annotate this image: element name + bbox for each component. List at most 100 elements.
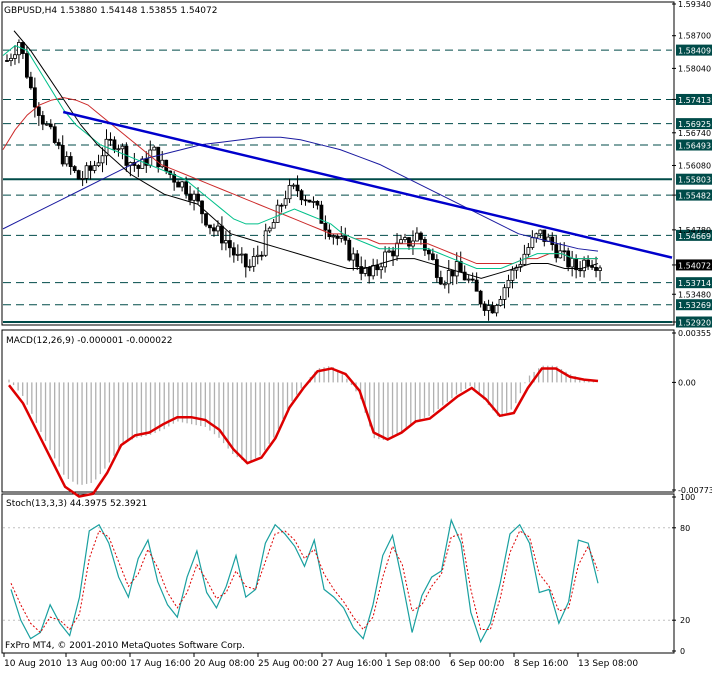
bull-candle [64,156,69,165]
bear-candle [562,250,567,253]
price-pane-border [1,1,675,326]
bear-candle [136,165,141,169]
bear-candle [196,193,200,202]
stoch-indicator: 100 80 20 0 [3,493,695,656]
level-label: 1.57413 [678,96,711,105]
bull-candle [498,299,503,306]
bull-candle [494,304,499,314]
bull-candle [331,235,336,238]
time-tick-label: 1 Sep 08:00 [386,659,441,669]
bull-candle [502,287,507,300]
bear-candle [32,87,37,108]
time-tick-label: 27 Aug 16:00 [322,659,383,669]
bull-candle [510,269,515,281]
bull-candle [9,57,13,62]
bear-candle [319,204,324,224]
bear-candle [72,166,77,172]
bear-candle [156,146,161,168]
bull-candle [454,261,459,277]
bear-candle [112,139,117,150]
stoch-pane-border [1,493,675,654]
stoch-tick-label: 20 [680,616,690,625]
bull-candle [267,227,272,232]
bull-candle [92,165,97,171]
bear-candle [367,266,372,277]
time-tick-label: 13 Sep 08:00 [578,659,638,669]
bear-candle [430,253,435,260]
macd-indicator: 0.00355 0.00 -0.00773 [8,329,712,498]
time-tick-label: 8 Sep 16:00 [514,659,569,669]
stoch-tick-label: 100 [680,493,695,502]
bull-candle [570,258,575,268]
bull-candle [598,267,602,271]
bear-candle [295,184,300,192]
bear-candle [478,290,483,305]
bear-candle [482,303,487,311]
level-label-box [676,118,712,130]
current-price-label: 1.54072 [678,261,711,270]
level-label-box [676,173,712,185]
level-label-box [676,277,712,289]
bear-candle [307,199,312,203]
bear-candle [188,193,192,201]
stoch-signal-line [10,530,599,634]
bull-candle [530,237,535,248]
bull-candle [223,240,228,244]
bull-candle [247,265,252,268]
moving-averages [2,30,599,279]
bear-candle [426,249,431,255]
level-label-box [676,189,712,201]
bear-candle [184,181,189,195]
price-tick-label: 1.56080 [678,161,711,170]
bull-candle [582,259,586,272]
bear-candle [594,266,598,271]
macd-tick-label: 0.00 [678,378,696,387]
macd-tick-label: 0.00355 [678,329,711,338]
time-tick-label: 13 Aug 00:00 [66,659,127,669]
ma-mid-line [2,97,598,265]
level-label: 1.54669 [678,232,711,241]
price-axis: 1.59340 1.58700 1.58040 1.56740 1.56080 1.547… [672,0,712,323]
bear-candle [299,190,304,201]
bear-candle [76,170,81,180]
bear-candle [108,138,113,141]
bear-candle [164,159,169,172]
bear-candle [5,60,9,62]
bear-candle [243,253,248,268]
bull-candle [140,158,145,169]
bull-candle [379,266,384,271]
bear-candle [40,115,45,125]
level-label-box [676,316,712,328]
trendline[interactable] [62,110,673,259]
level-label-box [676,139,712,151]
time-tick-label: 10 Aug 2010 [4,659,62,669]
level-label: 1.55482 [678,192,711,201]
bull-candle [395,242,399,257]
bull-candle [446,270,451,285]
bear-candle [438,277,443,285]
bear-candle [391,250,395,257]
bull-candle [255,254,260,257]
bull-candle [263,230,268,256]
level-label: 1.55803 [678,176,711,185]
bull-candle [339,235,344,239]
level-label: 1.58409 [678,47,711,56]
bear-candle [220,225,224,244]
bear-candle [419,232,423,240]
level-label-box [676,299,712,311]
level-label-box [676,229,712,241]
stoch-tick-label: 80 [680,524,690,533]
bear-candle [355,253,360,267]
bull-candle [44,123,49,126]
time-axis: 10 Aug 2010 13 Aug 00:00 17 Aug 16:00 20 Au… [3,653,638,669]
macd-title: MACD(12,26,9) -0.000001 -0.000022 [6,336,172,346]
price-level-lines: 1.58409 1.57413 1.56925 1.56493 1.55803 1.554… [3,44,712,328]
bear-candle [68,156,73,167]
bear-candle [470,278,475,281]
bear-candle [566,250,571,268]
bear-candle [542,229,547,242]
bear-candle [375,264,380,271]
bear-candle [176,181,181,188]
